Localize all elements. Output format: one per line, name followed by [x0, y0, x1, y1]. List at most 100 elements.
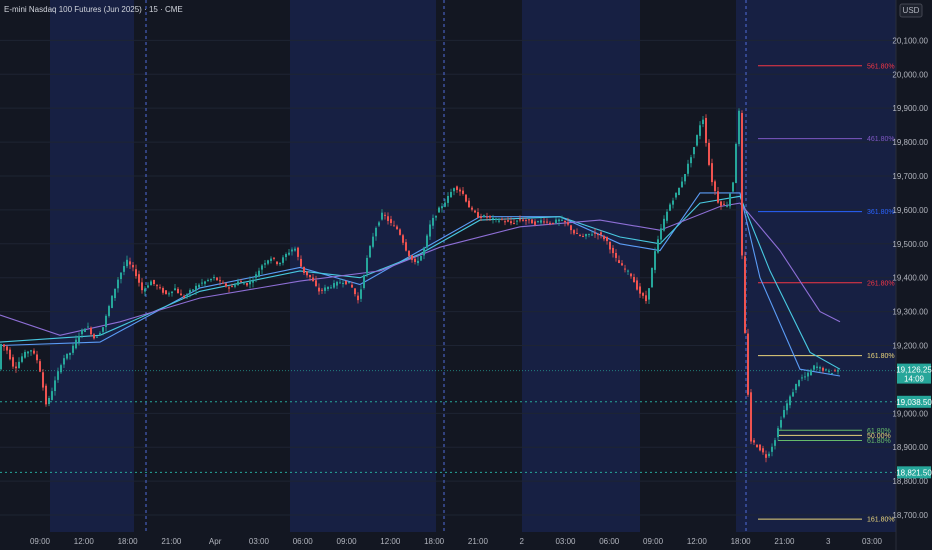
fib-label: 161.80% [867, 353, 895, 360]
candle-body [714, 181, 716, 192]
candle-body [234, 285, 236, 287]
candle-body [618, 260, 620, 264]
ma-line [0, 202, 841, 336]
candle-body [216, 277, 218, 281]
candle-body [252, 280, 254, 283]
fib-label: 50.00% [867, 433, 891, 440]
horizontal-lines [0, 370, 896, 473]
candle-body [237, 281, 239, 285]
candle-body [342, 282, 344, 284]
candle-body [255, 274, 257, 278]
x-tick-label: 09:00 [643, 537, 664, 546]
candle-body [483, 215, 485, 217]
candle-body [423, 247, 425, 256]
candle-body [360, 289, 362, 299]
candle-body [525, 220, 527, 222]
candle-body [561, 219, 563, 221]
candle-body [120, 272, 122, 280]
candle-body [705, 117, 707, 143]
candle-body [789, 396, 791, 406]
candle-body [135, 269, 137, 277]
y-tick-label: 19,300.00 [892, 308, 928, 317]
candle-body [348, 282, 350, 284]
candle-body [813, 365, 815, 370]
candle-body [411, 255, 413, 260]
x-tick-label: 03:00 [862, 537, 883, 546]
y-tick-label: 19,500.00 [892, 240, 928, 249]
candle-body [582, 236, 584, 238]
candle-body [42, 372, 44, 388]
currency-label: USD [903, 6, 920, 15]
candle-body [642, 293, 644, 296]
candle-body [114, 288, 116, 299]
candle-body [27, 351, 29, 354]
candle-body [6, 346, 8, 351]
candle-body [708, 142, 710, 165]
candle-body [102, 327, 104, 332]
candle-body [480, 216, 482, 218]
candle-body [585, 234, 587, 237]
candle-body [258, 270, 260, 277]
y-tick-label: 20,100.00 [892, 36, 928, 45]
candle-body [69, 352, 71, 355]
candle-body [444, 202, 446, 207]
candle-body [18, 361, 20, 368]
x-tick-label: 06:00 [293, 537, 314, 546]
candle-body [639, 286, 641, 294]
x-tick-label: 18:00 [731, 537, 752, 546]
candle-body [318, 287, 320, 292]
candle-body [735, 143, 737, 183]
candle-body [750, 392, 752, 442]
candle-body [75, 339, 77, 349]
candle-body [831, 373, 833, 375]
candle-body [729, 193, 731, 207]
candle-body [327, 286, 329, 290]
candle-body [21, 356, 23, 362]
candle-body [771, 446, 773, 452]
candle-body [36, 354, 38, 361]
candle-body [792, 392, 794, 397]
y-tick-label: 19,800.00 [892, 138, 928, 147]
candle-body [798, 380, 800, 387]
candle-body [654, 251, 656, 270]
candle-body [144, 288, 146, 292]
x-tick-label: 21:00 [161, 537, 182, 546]
candle-body [324, 287, 326, 291]
candle-body [660, 228, 662, 240]
candle-body [204, 281, 206, 284]
candle-body [372, 236, 374, 247]
candle-body [378, 222, 380, 226]
candle-body [270, 258, 272, 261]
currency-badge[interactable] [899, 3, 923, 18]
ma-line [0, 195, 841, 370]
candles [0, 108, 839, 463]
candle-body [78, 335, 80, 343]
candle-body [651, 267, 653, 288]
session-bands [0, 0, 896, 532]
candle-body [546, 221, 548, 223]
candle-body [231, 286, 233, 288]
hline-price-label: 18,821.50 [896, 468, 932, 477]
candle-body [171, 291, 173, 294]
candle-body [186, 294, 188, 296]
candle-body [273, 257, 275, 259]
candle-body [819, 367, 821, 369]
candle-body [375, 227, 377, 237]
candle-body [195, 285, 197, 291]
candle-body [111, 295, 113, 308]
candle-body [240, 281, 242, 283]
candle-body [390, 219, 392, 224]
candle-body [177, 288, 179, 294]
candle-body [150, 281, 152, 286]
candle-body [777, 428, 779, 438]
candle-body [555, 219, 557, 224]
x-tick-label: 03:00 [555, 537, 576, 546]
price-axis[interactable] [896, 0, 932, 550]
candle-body [801, 377, 803, 379]
candle-body [315, 280, 317, 287]
dark-session-band [0, 0, 50, 532]
fib-label: 61.80% [867, 438, 891, 445]
candle-body [753, 440, 755, 443]
candle-body [426, 235, 428, 248]
